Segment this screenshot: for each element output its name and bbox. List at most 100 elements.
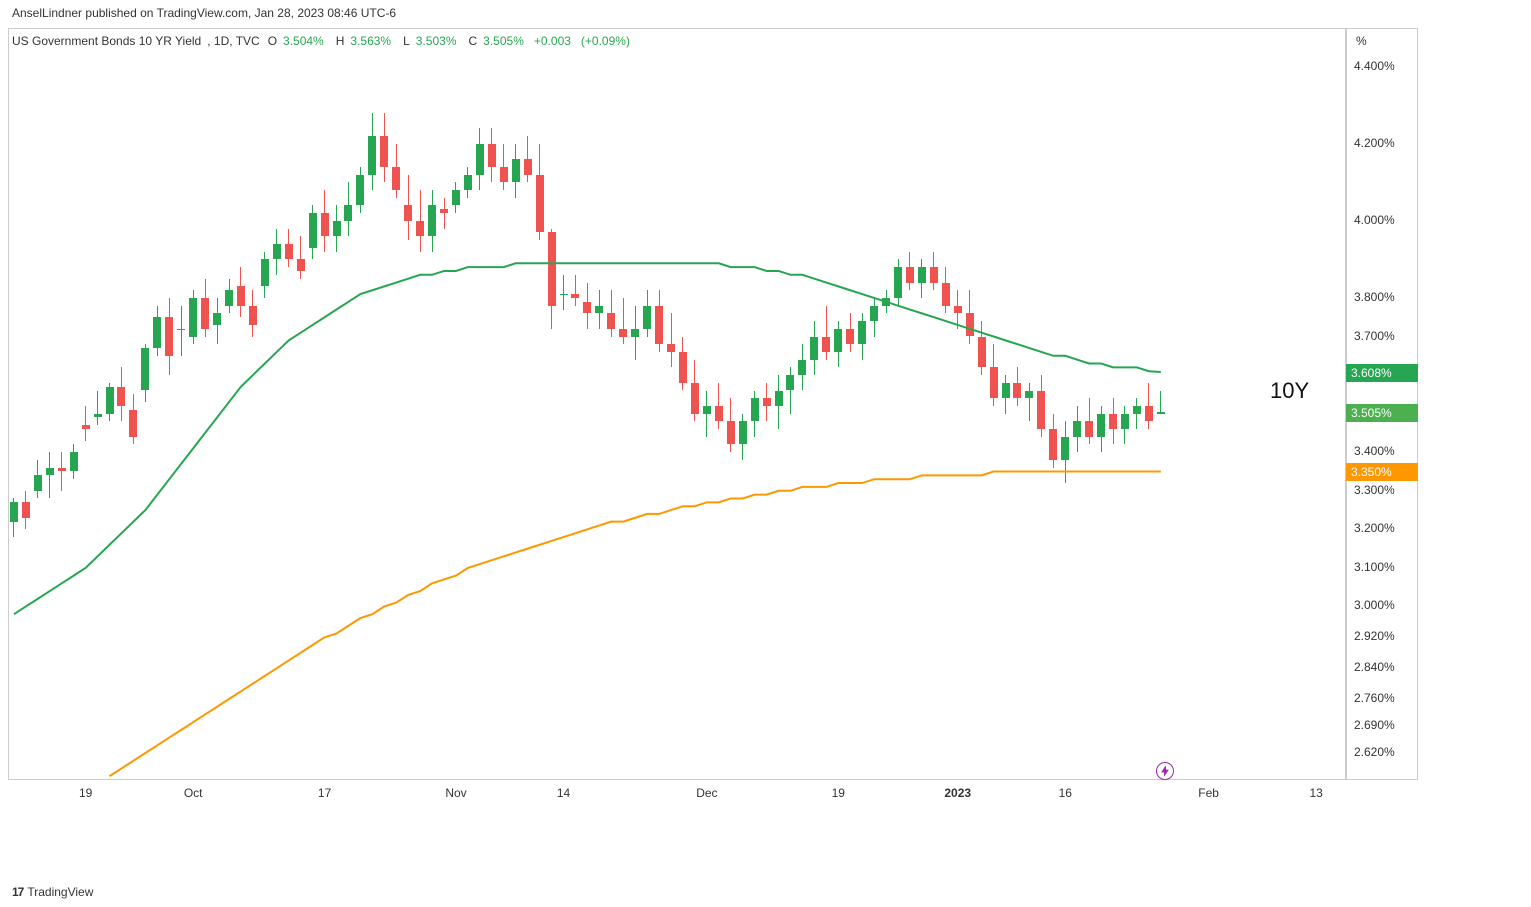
candle-body (810, 337, 818, 360)
candle-body (404, 205, 412, 220)
candle-body (46, 468, 54, 476)
candle-body (739, 421, 747, 444)
candle-wick (1160, 391, 1161, 414)
y-axis-tick: 3.700% (1354, 329, 1395, 343)
candle-wick (300, 236, 301, 278)
candle-body (10, 502, 18, 521)
y-axis-tick: 3.000% (1354, 598, 1395, 612)
y-axis-tick: 2.760% (1354, 691, 1395, 705)
candle-body (261, 259, 269, 286)
candle-body (82, 425, 90, 429)
candle-body (153, 317, 161, 348)
y-axis-tick: 4.400% (1354, 59, 1395, 73)
candle-body (22, 502, 30, 517)
candle-body (918, 267, 926, 282)
candle-body (428, 205, 436, 236)
candle-body (942, 283, 950, 306)
x-axis-tick: Oct (184, 786, 203, 800)
candle-body (356, 175, 364, 206)
candle-body (751, 398, 759, 421)
y-axis-tick: 2.620% (1354, 745, 1395, 759)
publisher-name: AnselLindner (12, 6, 82, 20)
x-axis-tick: Feb (1198, 786, 1219, 800)
candle-body (775, 391, 783, 406)
price-tag: 3.505% (1346, 404, 1418, 422)
candle-body (1157, 412, 1165, 414)
candle-wick (49, 452, 50, 498)
y-axis-tick: 2.920% (1354, 629, 1395, 643)
candle-body (715, 406, 723, 421)
candle-body (619, 329, 627, 337)
candle-body (667, 344, 675, 352)
candle-body (786, 375, 794, 390)
candle-body (476, 144, 484, 175)
candle-body (655, 306, 663, 345)
candle-body (966, 313, 974, 336)
candle-body (94, 414, 102, 418)
y-axis-tick: 3.300% (1354, 483, 1395, 497)
candle-body (978, 337, 986, 368)
candle-body (165, 317, 173, 356)
candle-body (285, 244, 293, 259)
x-axis-tick: Nov (445, 786, 466, 800)
y-axis-tick: 2.690% (1354, 718, 1395, 732)
candle-body (34, 475, 42, 490)
x-axis-tick: Dec (696, 786, 717, 800)
x-axis-tick: 19 (79, 786, 92, 800)
candle-body (464, 175, 472, 190)
footer-brand: 17 TradingView (12, 885, 93, 899)
candle-body (213, 313, 221, 325)
lightning-icon[interactable] (1156, 762, 1174, 780)
candle-body (392, 167, 400, 190)
candle-wick (1029, 383, 1030, 422)
candle-body (321, 213, 329, 236)
candle-wick (1136, 398, 1137, 429)
candle-body (703, 406, 711, 414)
y-axis-tick: 4.200% (1354, 136, 1395, 150)
chart-annotation-10y: 10Y (1270, 378, 1309, 404)
candle-body (201, 298, 209, 329)
x-axis-tick: 13 (1309, 786, 1322, 800)
candle-body (1145, 406, 1153, 421)
candle-body (679, 352, 687, 383)
candle-body (106, 387, 114, 414)
candle-body (798, 360, 806, 375)
candle-body (309, 213, 317, 248)
candle-body (333, 221, 341, 236)
candle-body (894, 267, 902, 298)
candle-body (225, 290, 233, 305)
candle-body (930, 267, 938, 282)
x-axis-tick: 16 (1059, 786, 1072, 800)
candle-body (500, 167, 508, 182)
candle-body (368, 136, 376, 175)
publish-info: AnselLindner published on TradingView.co… (12, 6, 396, 20)
candle-body (189, 298, 197, 337)
candle-body (416, 221, 424, 236)
candle-body (141, 348, 149, 390)
y-axis-tick: 3.800% (1354, 290, 1395, 304)
candle-body (990, 367, 998, 398)
candle-body (1073, 421, 1081, 436)
candle-body (607, 313, 615, 328)
candle-body (954, 306, 962, 314)
published-on-text: published on TradingView.com, (82, 6, 255, 20)
candle-wick (85, 406, 86, 441)
candle-body (1133, 406, 1141, 414)
candle-wick (623, 298, 624, 344)
y-axis-tick: 3.100% (1354, 560, 1395, 574)
candle-body (858, 321, 866, 344)
chart-pane[interactable] (8, 28, 1346, 780)
candle-body (177, 329, 185, 330)
candle-body (1121, 414, 1129, 429)
x-axis-tick: 19 (832, 786, 845, 800)
y-axis-tick: 2.840% (1354, 660, 1395, 674)
candle-wick (706, 391, 707, 437)
candle-body (834, 329, 842, 352)
candle-body (58, 468, 66, 472)
x-axis-tick: 17 (318, 786, 331, 800)
brand-name: TradingView (27, 885, 93, 899)
candle-body (70, 452, 78, 471)
price-tag: 3.608% (1346, 364, 1418, 382)
candle-body (631, 329, 639, 337)
candle-body (129, 410, 137, 437)
